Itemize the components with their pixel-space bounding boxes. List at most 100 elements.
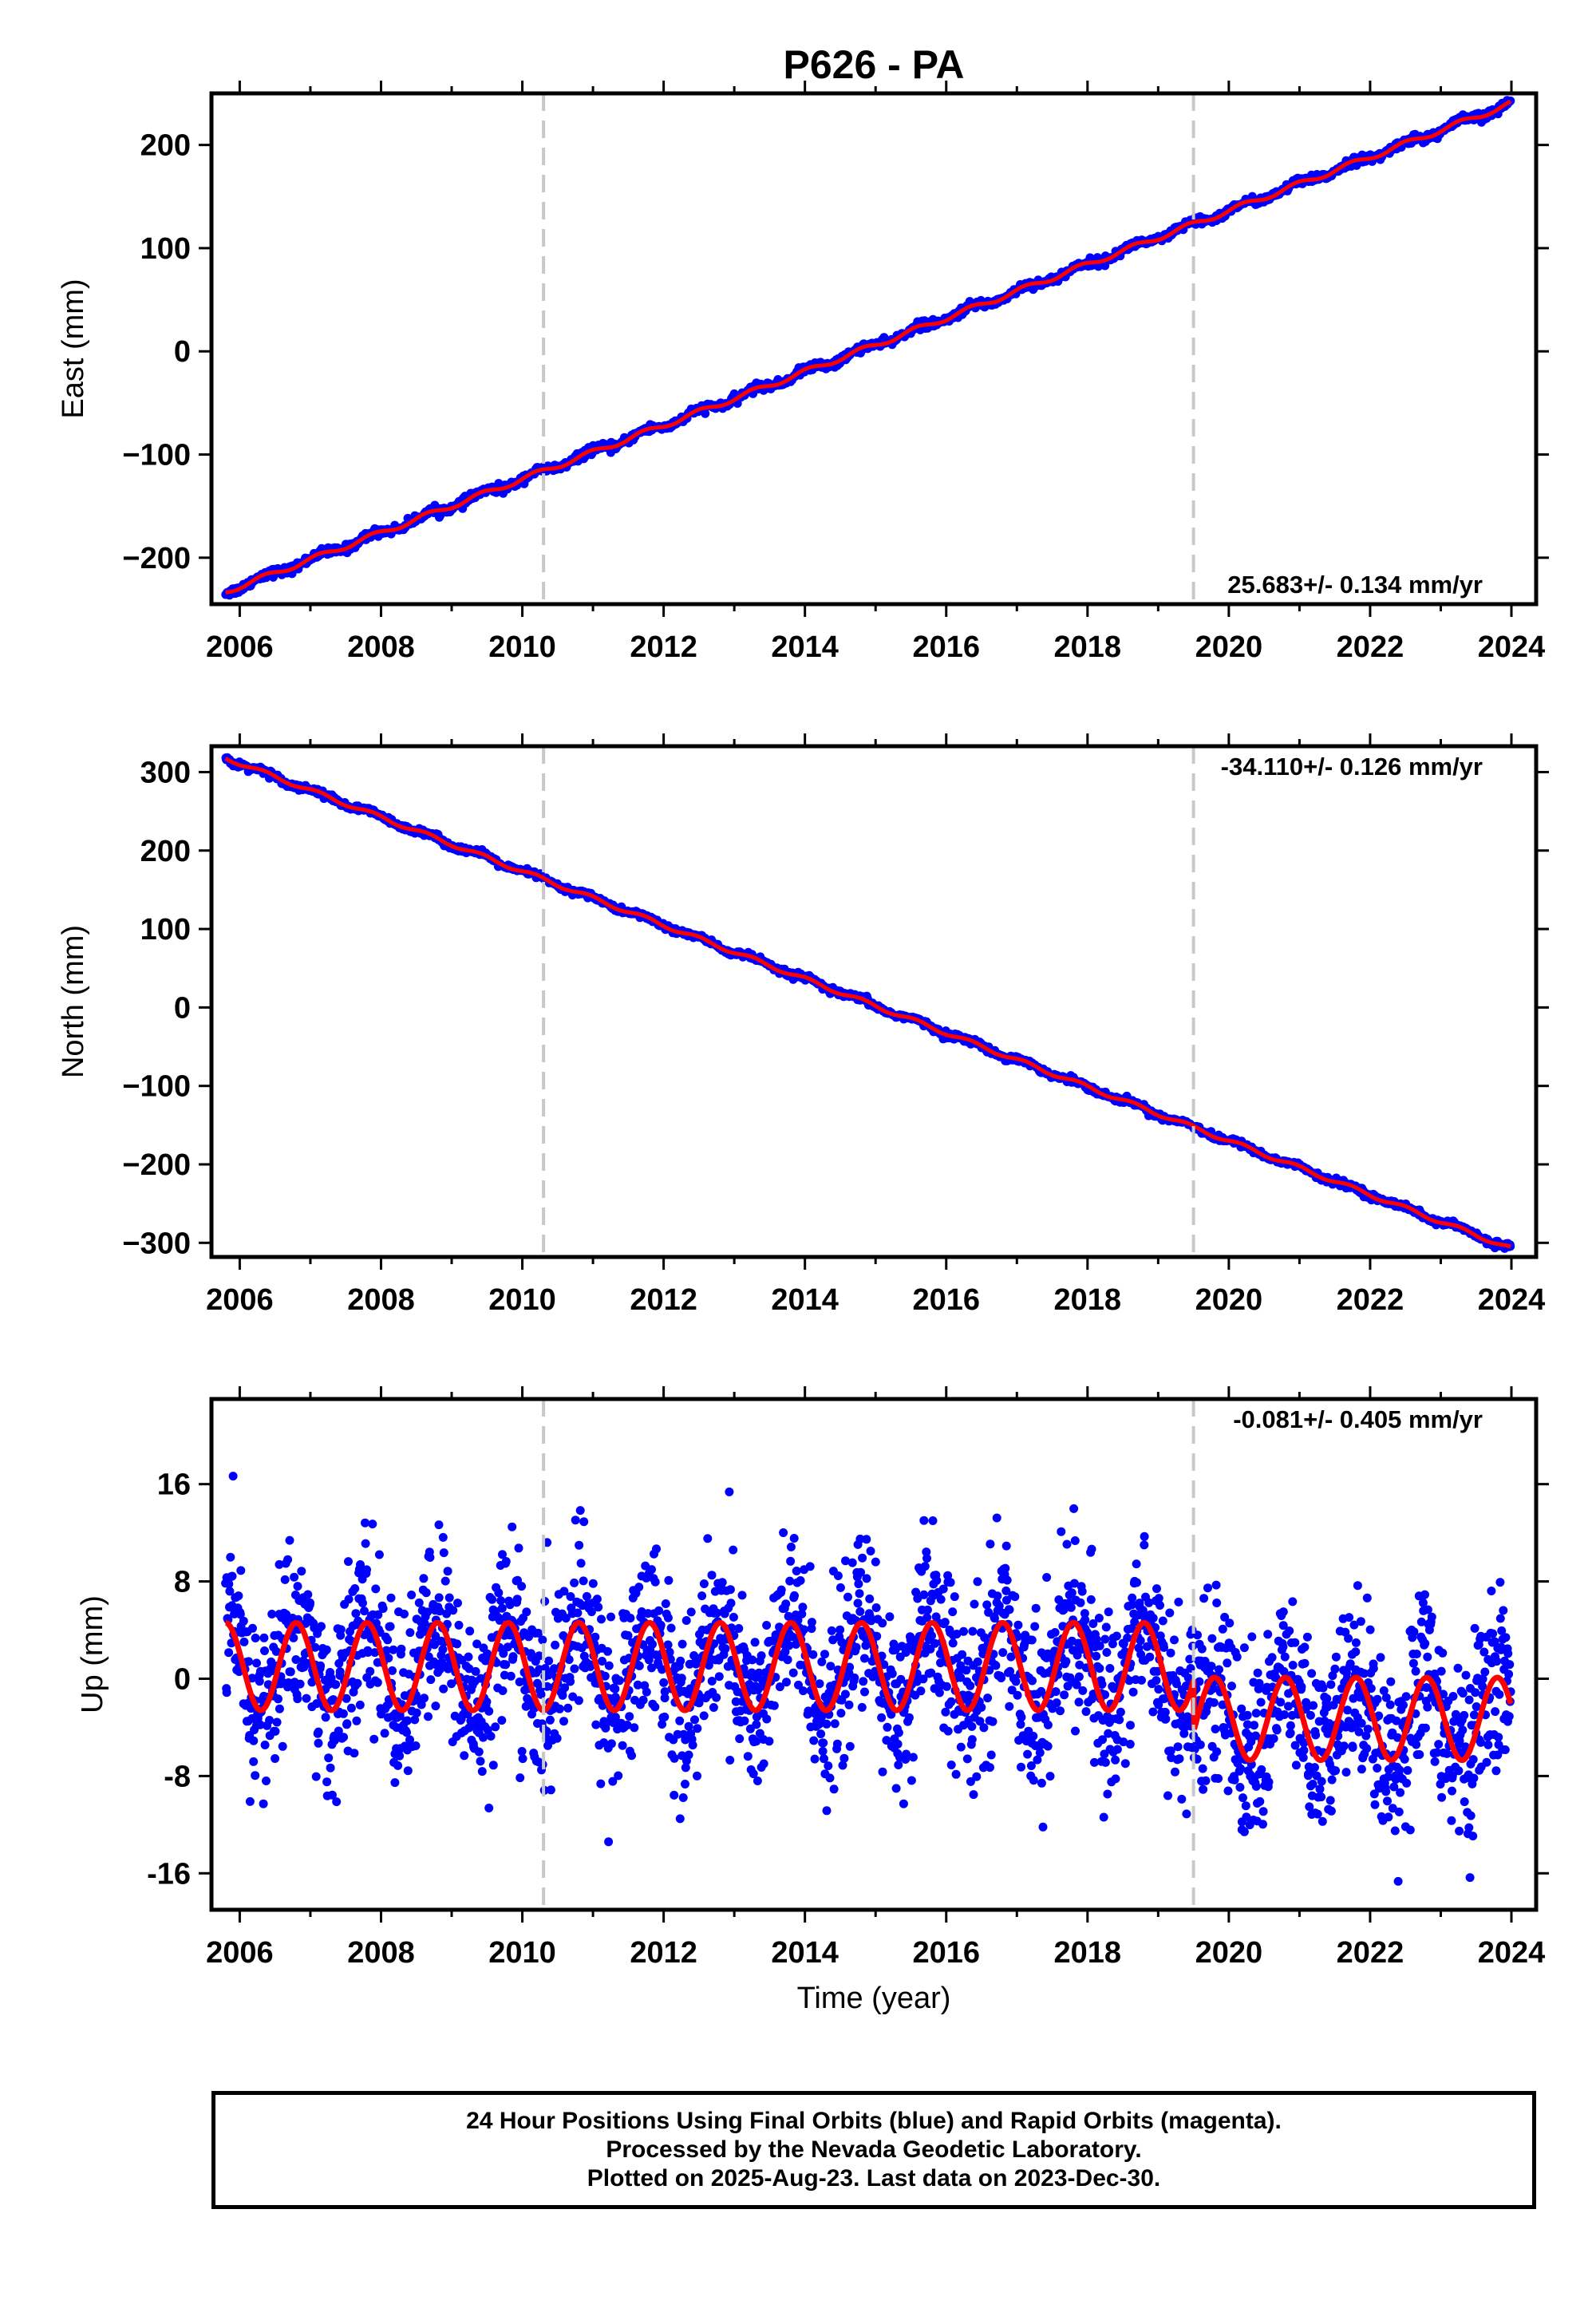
data-point [1029,1731,1038,1741]
data-point [853,1599,863,1608]
data-point [824,1761,833,1771]
data-point [1017,1713,1026,1722]
data-point [859,1677,868,1686]
data-point [545,1715,555,1725]
data-point [699,1579,709,1588]
data-point [934,1688,944,1697]
x-tick-label: 2010 [488,1283,556,1317]
data-point [833,1571,843,1580]
data-point [908,1753,918,1762]
data-point [650,1702,660,1712]
data-point [604,1661,614,1670]
data-point [1120,1759,1130,1769]
x-tick-label: 2018 [1054,630,1122,664]
data-point [508,1522,517,1531]
data-point [1071,1726,1080,1736]
x-tick-label: 2006 [206,1283,274,1317]
data-point [283,1555,293,1564]
data-point [1227,1682,1236,1691]
data-point [603,1646,612,1656]
data-point [991,1661,1001,1670]
data-point [368,1520,377,1529]
data-point [353,1678,362,1688]
data-point [844,1700,854,1709]
data-point [866,1547,875,1555]
data-point [986,1763,994,1773]
data-point [1125,1740,1135,1749]
data-point [967,1735,977,1745]
data-point [1111,1755,1120,1765]
data-point [1152,1584,1161,1594]
data-point [752,1720,761,1729]
data-point [919,1590,929,1599]
data-point [1132,1559,1141,1569]
data-point [350,1749,359,1758]
data-point [851,1642,861,1652]
data-point [1030,1622,1040,1631]
data-point [274,1694,282,1704]
data-point [883,1722,892,1732]
data-point [1154,1685,1163,1694]
data-point [630,1723,639,1733]
data-point [798,1603,808,1612]
data-point [1038,1822,1048,1832]
data-point [666,1623,676,1633]
data-point [785,1576,795,1586]
data-point [1050,1628,1060,1637]
data-point [321,1713,330,1722]
data-point [922,1605,932,1614]
data-point [699,1711,709,1721]
data-point [1077,1587,1087,1596]
data-point [670,1790,679,1800]
data-point [1211,1580,1221,1590]
data-point [1060,1690,1069,1700]
data-point [871,1603,881,1612]
data-point [322,1645,331,1654]
data-point [734,1624,744,1633]
data-point [1051,1687,1061,1697]
data-point [285,1535,294,1545]
data-point [927,1631,936,1641]
x-tick-label: 2020 [1195,1283,1263,1317]
y-tick-label: 0 [174,991,191,1025]
data-point [425,1553,435,1562]
data-point [1100,261,1110,271]
x-tick-label: 2006 [206,630,274,664]
data-point [928,1516,938,1525]
data-point [860,1687,869,1697]
data-point [1086,1595,1096,1604]
data-point [979,1723,989,1733]
y-tick-label: 200 [140,129,191,163]
data-point [271,1754,280,1763]
data-point [591,1720,601,1729]
data-point [439,1548,448,1558]
data-point [973,1577,982,1587]
data-point [712,1693,721,1702]
data-point [559,1717,568,1726]
data-point [659,1678,669,1687]
data-point [807,1618,816,1627]
data-point [290,1572,299,1582]
data-point [1010,1592,1020,1602]
data-point [690,1715,699,1725]
data-point [498,1686,508,1695]
data-point [352,1716,361,1725]
data-point [839,1753,849,1763]
data-point [407,1591,417,1599]
data-point [1218,1624,1227,1634]
data-point [836,1709,846,1718]
data-point [678,1639,687,1649]
data-point [781,1599,791,1609]
data-point [948,1607,958,1617]
data-point [272,1717,282,1727]
data-point [434,1520,444,1530]
data-point [782,1678,791,1687]
y-tick-label: −100 [122,439,191,472]
data-point [275,1704,284,1713]
data-point [776,1585,786,1595]
data-point [725,1756,735,1765]
data-point [344,1557,353,1567]
data-point [439,1684,448,1694]
data-point [1230,1775,1239,1784]
